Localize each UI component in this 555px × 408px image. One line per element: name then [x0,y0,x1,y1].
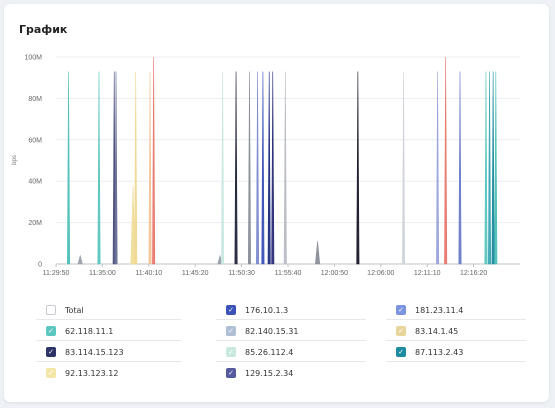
series-spike [256,71,260,265]
series-spike [491,71,495,265]
legend-separator [216,361,366,362]
series-spike [134,71,138,265]
series-spike [271,71,275,265]
series-spike [436,71,440,265]
chart-panel: График [4,4,549,402]
legend-separator [386,361,526,362]
legend-item[interactable]: ✓ 92.13.123.12 [46,363,118,383]
legend-separator [386,319,526,320]
legend-label: 176.10.1.3 [245,305,289,315]
legend-label: 83.14.1.45 [415,326,459,336]
legend-label: 85.26.112.4 [245,347,294,357]
legend-checkbox[interactable]: ✓ [396,305,406,315]
legend-item[interactable]: ✓ 176.10.1.3 [226,300,288,320]
legend-separator [216,319,366,320]
legend-item[interactable]: ✓ 85.26.112.4 [226,342,293,362]
x-tick-label: 12:06:00 [367,270,394,277]
legend-item[interactable]: ✓ 83.114.15.123 [46,342,124,362]
legend-label: Total [65,305,84,315]
legend-checkbox[interactable]: ✓ [46,347,56,357]
y-tick-label: 0 [38,262,42,269]
legend-label: 62.118.11.1 [65,326,114,336]
series-spike [444,56,448,265]
legend-label: 129.15.2.34 [245,368,294,378]
y-tick-label: 100M [24,55,42,62]
series-spike [130,185,136,265]
legend-label: 87.113.2.43 [415,347,464,357]
legend-separator [36,319,181,320]
legend-checkbox[interactable]: ✓ [396,347,406,357]
legend-item[interactable]: ✓ 82.140.15.31 [226,321,298,341]
x-tick-label: 12:16:20 [460,270,487,277]
x-tick-label: 11:55:40 [275,270,302,277]
legend-checkbox[interactable]: ✓ [226,305,236,315]
legend-separator [216,340,366,341]
series-spike [315,241,321,265]
series-spike [97,71,101,265]
series-spike [458,71,462,265]
legend-label: 92.13.123.12 [65,368,119,378]
legend-label: 83.114.15.123 [65,347,124,357]
legend-separator [386,340,526,341]
x-tick-label: 11:40:10 [135,270,162,277]
legend-item[interactable]: ✓ 129.15.2.34 [226,363,293,383]
legend-item[interactable]: ✓ 181.23.11.4 [396,300,463,320]
chart-legend: Total ✓ 176.10.1.3 ✓ 181.23.11.4 ✓ 62.118.11.1… [36,300,536,392]
series-spike [152,56,156,265]
panel-title: График [19,23,68,36]
series-spike [67,71,71,265]
legend-item[interactable]: ✓ 87.113.2.43 [396,342,463,362]
series-spike [402,71,406,265]
y-tick-label: 20M [28,220,42,227]
series-spike [484,71,488,265]
series-spike [356,71,360,265]
legend-separator [36,361,181,362]
x-tick-label: 11:50:30 [228,270,255,277]
legend-checkbox[interactable]: ✓ [226,347,236,357]
series-spike [148,71,152,265]
series-spike [217,254,223,265]
series-spike [77,254,83,265]
series-spike [247,71,251,265]
series-spike [494,71,498,265]
legend-item[interactable]: ✓ 62.118.11.1 [46,321,113,341]
series-spike [488,71,492,265]
legend-item[interactable]: Total [46,300,84,320]
y-tick-label: 40M [28,179,42,186]
series-spike [114,71,118,265]
legend-label: 181.23.11.4 [415,305,464,315]
legend-checkbox[interactable] [46,305,56,315]
bandwidth-chart: 0 20M 40M 60M 80M 100M bps 11:29:50 11:35:00 11:4… [12,55,520,277]
x-tick-label: 12:00:50 [321,270,348,277]
y-tick-label: 80M [28,96,42,103]
legend-checkbox[interactable]: ✓ [226,326,236,336]
series-spike [221,71,225,265]
x-tick-label: 11:29:50 [43,270,70,277]
legend-checkbox[interactable]: ✓ [46,326,56,336]
series-spike [234,71,238,265]
legend-checkbox[interactable]: ✓ [46,368,56,378]
legend-separator [36,340,181,341]
series-spike [261,71,265,265]
x-tick-label: 11:45:20 [182,270,209,277]
series-spike [267,71,271,265]
x-tick-label: 12:11:10 [414,270,441,277]
series-spike [283,71,287,265]
legend-checkbox[interactable]: ✓ [396,326,406,336]
x-tick-label: 11:35:00 [89,270,116,277]
legend-item[interactable]: ✓ 83.14.1.45 [396,321,458,341]
y-tick-label: 60M [28,137,42,144]
legend-checkbox[interactable]: ✓ [226,368,236,378]
legend-label: 82.140.15.31 [245,326,299,336]
y-axis-label: bps [12,155,18,165]
